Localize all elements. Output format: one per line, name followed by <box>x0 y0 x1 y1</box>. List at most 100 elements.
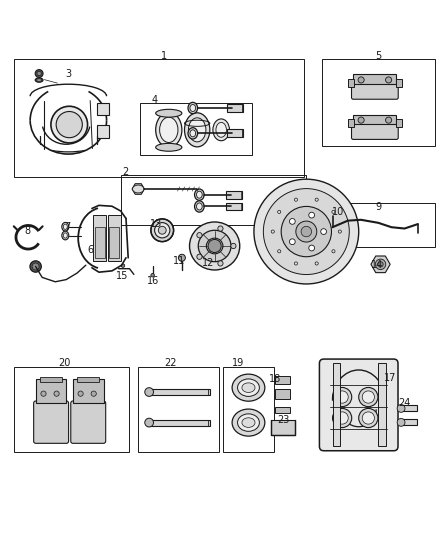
Circle shape <box>332 249 335 253</box>
Text: 24: 24 <box>398 398 410 408</box>
Bar <box>97 103 109 115</box>
Ellipse shape <box>62 231 69 240</box>
Bar <box>93 215 106 261</box>
Circle shape <box>218 261 223 266</box>
Circle shape <box>338 230 342 233</box>
Circle shape <box>294 262 297 265</box>
Circle shape <box>296 221 317 242</box>
Bar <box>223 367 274 452</box>
Circle shape <box>178 254 185 261</box>
Circle shape <box>231 244 236 248</box>
Bar <box>40 377 62 382</box>
Circle shape <box>278 249 281 253</box>
Text: 5: 5 <box>375 51 381 61</box>
Ellipse shape <box>237 414 259 431</box>
Text: 11: 11 <box>173 256 185 266</box>
Bar <box>321 59 435 147</box>
Text: 4: 4 <box>151 95 157 104</box>
Circle shape <box>290 239 295 245</box>
Circle shape <box>321 229 326 235</box>
Circle shape <box>32 263 39 270</box>
FancyBboxPatch shape <box>71 401 106 443</box>
Ellipse shape <box>198 230 231 262</box>
Circle shape <box>375 259 386 270</box>
Bar <box>275 376 290 384</box>
Text: 20: 20 <box>58 358 70 368</box>
FancyBboxPatch shape <box>34 401 69 443</box>
Circle shape <box>358 77 364 83</box>
Ellipse shape <box>190 104 196 111</box>
Circle shape <box>385 117 392 123</box>
Bar <box>73 379 103 403</box>
Text: 16: 16 <box>146 276 159 286</box>
Circle shape <box>263 189 349 274</box>
Text: 8: 8 <box>25 225 31 236</box>
Ellipse shape <box>232 409 265 436</box>
Ellipse shape <box>188 118 206 142</box>
Ellipse shape <box>155 112 182 147</box>
Ellipse shape <box>188 102 198 114</box>
Ellipse shape <box>237 379 259 397</box>
Ellipse shape <box>194 201 204 212</box>
Ellipse shape <box>155 143 182 151</box>
Bar <box>36 379 67 403</box>
Ellipse shape <box>64 224 67 229</box>
Ellipse shape <box>194 189 204 200</box>
Bar <box>396 79 402 86</box>
Circle shape <box>278 211 281 213</box>
Circle shape <box>290 219 295 224</box>
Circle shape <box>309 245 314 251</box>
Circle shape <box>78 391 83 396</box>
Bar <box>78 377 99 382</box>
Circle shape <box>281 206 332 257</box>
Circle shape <box>397 418 405 426</box>
Circle shape <box>254 179 359 284</box>
Text: 9: 9 <box>375 201 381 212</box>
Circle shape <box>385 77 392 83</box>
Circle shape <box>91 391 96 396</box>
Ellipse shape <box>159 117 178 142</box>
Circle shape <box>197 254 202 260</box>
FancyBboxPatch shape <box>352 82 398 99</box>
FancyBboxPatch shape <box>319 359 398 451</box>
Bar <box>147 419 210 426</box>
Circle shape <box>56 111 82 138</box>
Bar <box>332 364 340 446</box>
Ellipse shape <box>62 222 69 231</box>
Circle shape <box>332 387 352 407</box>
Bar <box>348 119 354 127</box>
Circle shape <box>359 387 378 407</box>
Bar <box>348 79 354 86</box>
Circle shape <box>197 232 202 238</box>
Ellipse shape <box>133 185 144 193</box>
Circle shape <box>397 405 405 413</box>
Bar <box>138 367 219 452</box>
Bar <box>321 203 435 247</box>
Text: 2: 2 <box>122 167 128 177</box>
Circle shape <box>294 198 297 201</box>
Bar <box>275 389 290 399</box>
Ellipse shape <box>188 128 198 139</box>
Bar <box>275 420 290 425</box>
Text: 23: 23 <box>277 415 290 425</box>
Ellipse shape <box>155 223 170 238</box>
Circle shape <box>332 211 335 213</box>
Circle shape <box>362 391 374 403</box>
Bar <box>121 175 306 225</box>
Text: 18: 18 <box>269 374 281 384</box>
Ellipse shape <box>197 191 202 198</box>
Circle shape <box>151 273 154 277</box>
Circle shape <box>271 230 274 233</box>
Ellipse shape <box>206 238 223 254</box>
Bar <box>396 119 402 127</box>
Ellipse shape <box>158 227 166 234</box>
Circle shape <box>359 408 378 427</box>
Text: 14: 14 <box>371 260 383 270</box>
Circle shape <box>336 391 348 403</box>
Ellipse shape <box>216 123 226 138</box>
Ellipse shape <box>197 203 202 210</box>
Text: 22: 22 <box>165 358 177 368</box>
Circle shape <box>30 261 41 272</box>
FancyBboxPatch shape <box>352 123 398 140</box>
Circle shape <box>37 71 41 76</box>
